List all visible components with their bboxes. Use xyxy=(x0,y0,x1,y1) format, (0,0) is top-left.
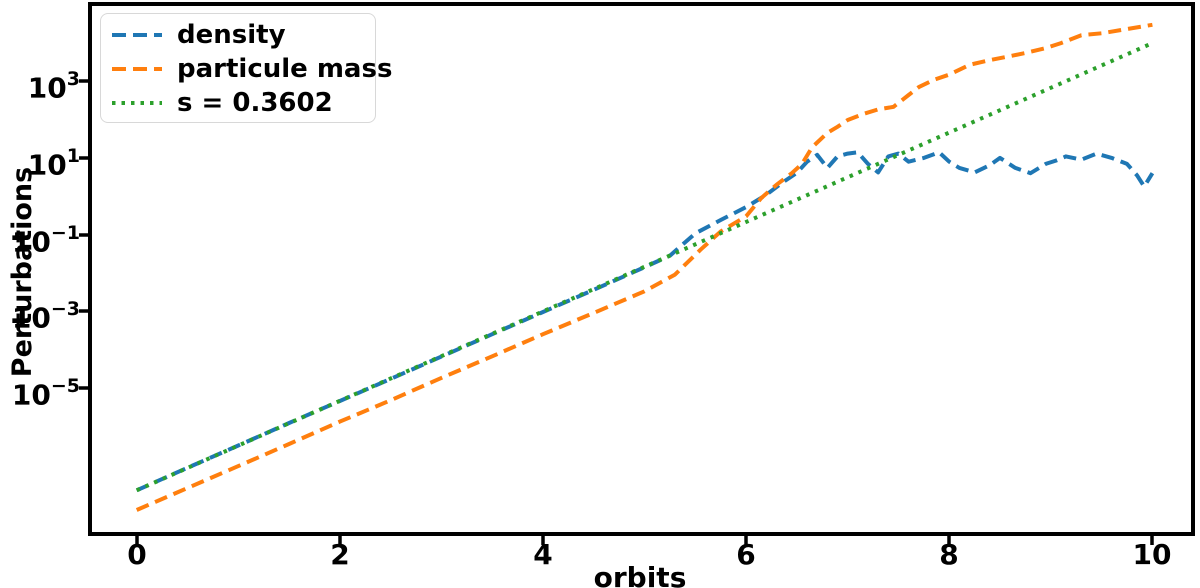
x-tick-label: 2 xyxy=(330,538,350,571)
x-tick-label: 8 xyxy=(939,538,959,571)
y-tick-label: 10−3 xyxy=(11,298,80,335)
dotted-line-icon xyxy=(112,101,162,105)
x-tick-marks xyxy=(135,534,1154,545)
legend-entry-density: density xyxy=(111,18,375,52)
y-tick-label: 10−5 xyxy=(11,375,80,412)
x-tick-label: 6 xyxy=(736,538,756,571)
legend-label: particule mass xyxy=(177,54,393,84)
dashed-line-icon xyxy=(112,33,162,37)
x-axis-label: orbits xyxy=(593,561,687,588)
x-tick-label: 0 xyxy=(127,538,147,571)
axes-frame xyxy=(88,2,1195,536)
y-tick-label: 10−1 xyxy=(11,222,80,259)
legend-label: s = 0.3602 xyxy=(177,88,333,118)
x-tick-label: 10 xyxy=(1132,538,1172,571)
series-line-density xyxy=(135,150,1155,493)
y-axis-label: Perturbations xyxy=(7,166,38,378)
legend: density particule mass s = 0.3602 xyxy=(100,13,392,123)
series-line-s-0-3602 xyxy=(135,41,1154,493)
legend-entry-growth-rate-fit: s = 0.3602 xyxy=(111,86,375,120)
y-tick-label: 101 xyxy=(27,145,80,182)
x-tick-label: 4 xyxy=(533,538,553,571)
y-tick-label: 103 xyxy=(27,68,80,105)
series-line-particule-mass xyxy=(135,22,1153,512)
legend-label: density xyxy=(177,20,286,50)
dashed-line-icon xyxy=(112,67,162,71)
y-tick-marks xyxy=(79,79,90,390)
legend-entry-particule-mass: particule mass xyxy=(111,52,392,86)
